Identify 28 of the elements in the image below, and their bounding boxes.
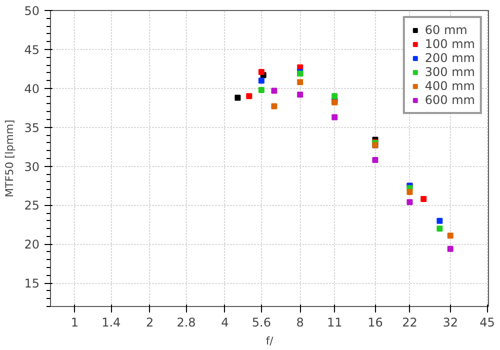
x-tick-label: 1 xyxy=(70,316,79,330)
x-tick-label: 1.4 xyxy=(102,316,121,330)
y-tick-label: 15 xyxy=(24,276,40,291)
x-tick-label: 2.8 xyxy=(176,316,196,330)
legend-label: 600 mm xyxy=(424,93,475,107)
x-axis-title: f/ xyxy=(266,334,274,348)
x-tick-label: 16 xyxy=(368,316,383,330)
x-tick-label: 45 xyxy=(480,316,495,330)
x-tick-label: 22 xyxy=(402,316,418,330)
x-tick-label: 5.6 xyxy=(252,316,271,330)
legend-label: 300 mm xyxy=(424,65,475,79)
y-tick-label: 20 xyxy=(24,238,40,252)
y-tick-label: 35 xyxy=(24,120,40,135)
y-tick-label: 40 xyxy=(24,82,40,96)
legend-label: 200 mm xyxy=(424,51,475,65)
y-tick-label: 30 xyxy=(24,160,40,174)
x-tick-label: 4 xyxy=(221,316,229,330)
y-tick-label: 50 xyxy=(24,4,40,18)
y-axis-title: MTF50 [lpmm] xyxy=(3,120,16,198)
legend-label: 100 mm xyxy=(424,37,475,51)
legend-label: 400 mm xyxy=(424,79,475,93)
y-tick-label: 45 xyxy=(24,42,40,57)
x-tick-label: 8 xyxy=(296,316,304,330)
legend-label: 60 mm xyxy=(424,23,468,37)
x-tick-label: 32 xyxy=(442,316,458,330)
y-tick-label: 25 xyxy=(24,198,40,213)
x-tick-label: 2 xyxy=(146,316,154,330)
x-tick-label: 11 xyxy=(326,316,342,330)
